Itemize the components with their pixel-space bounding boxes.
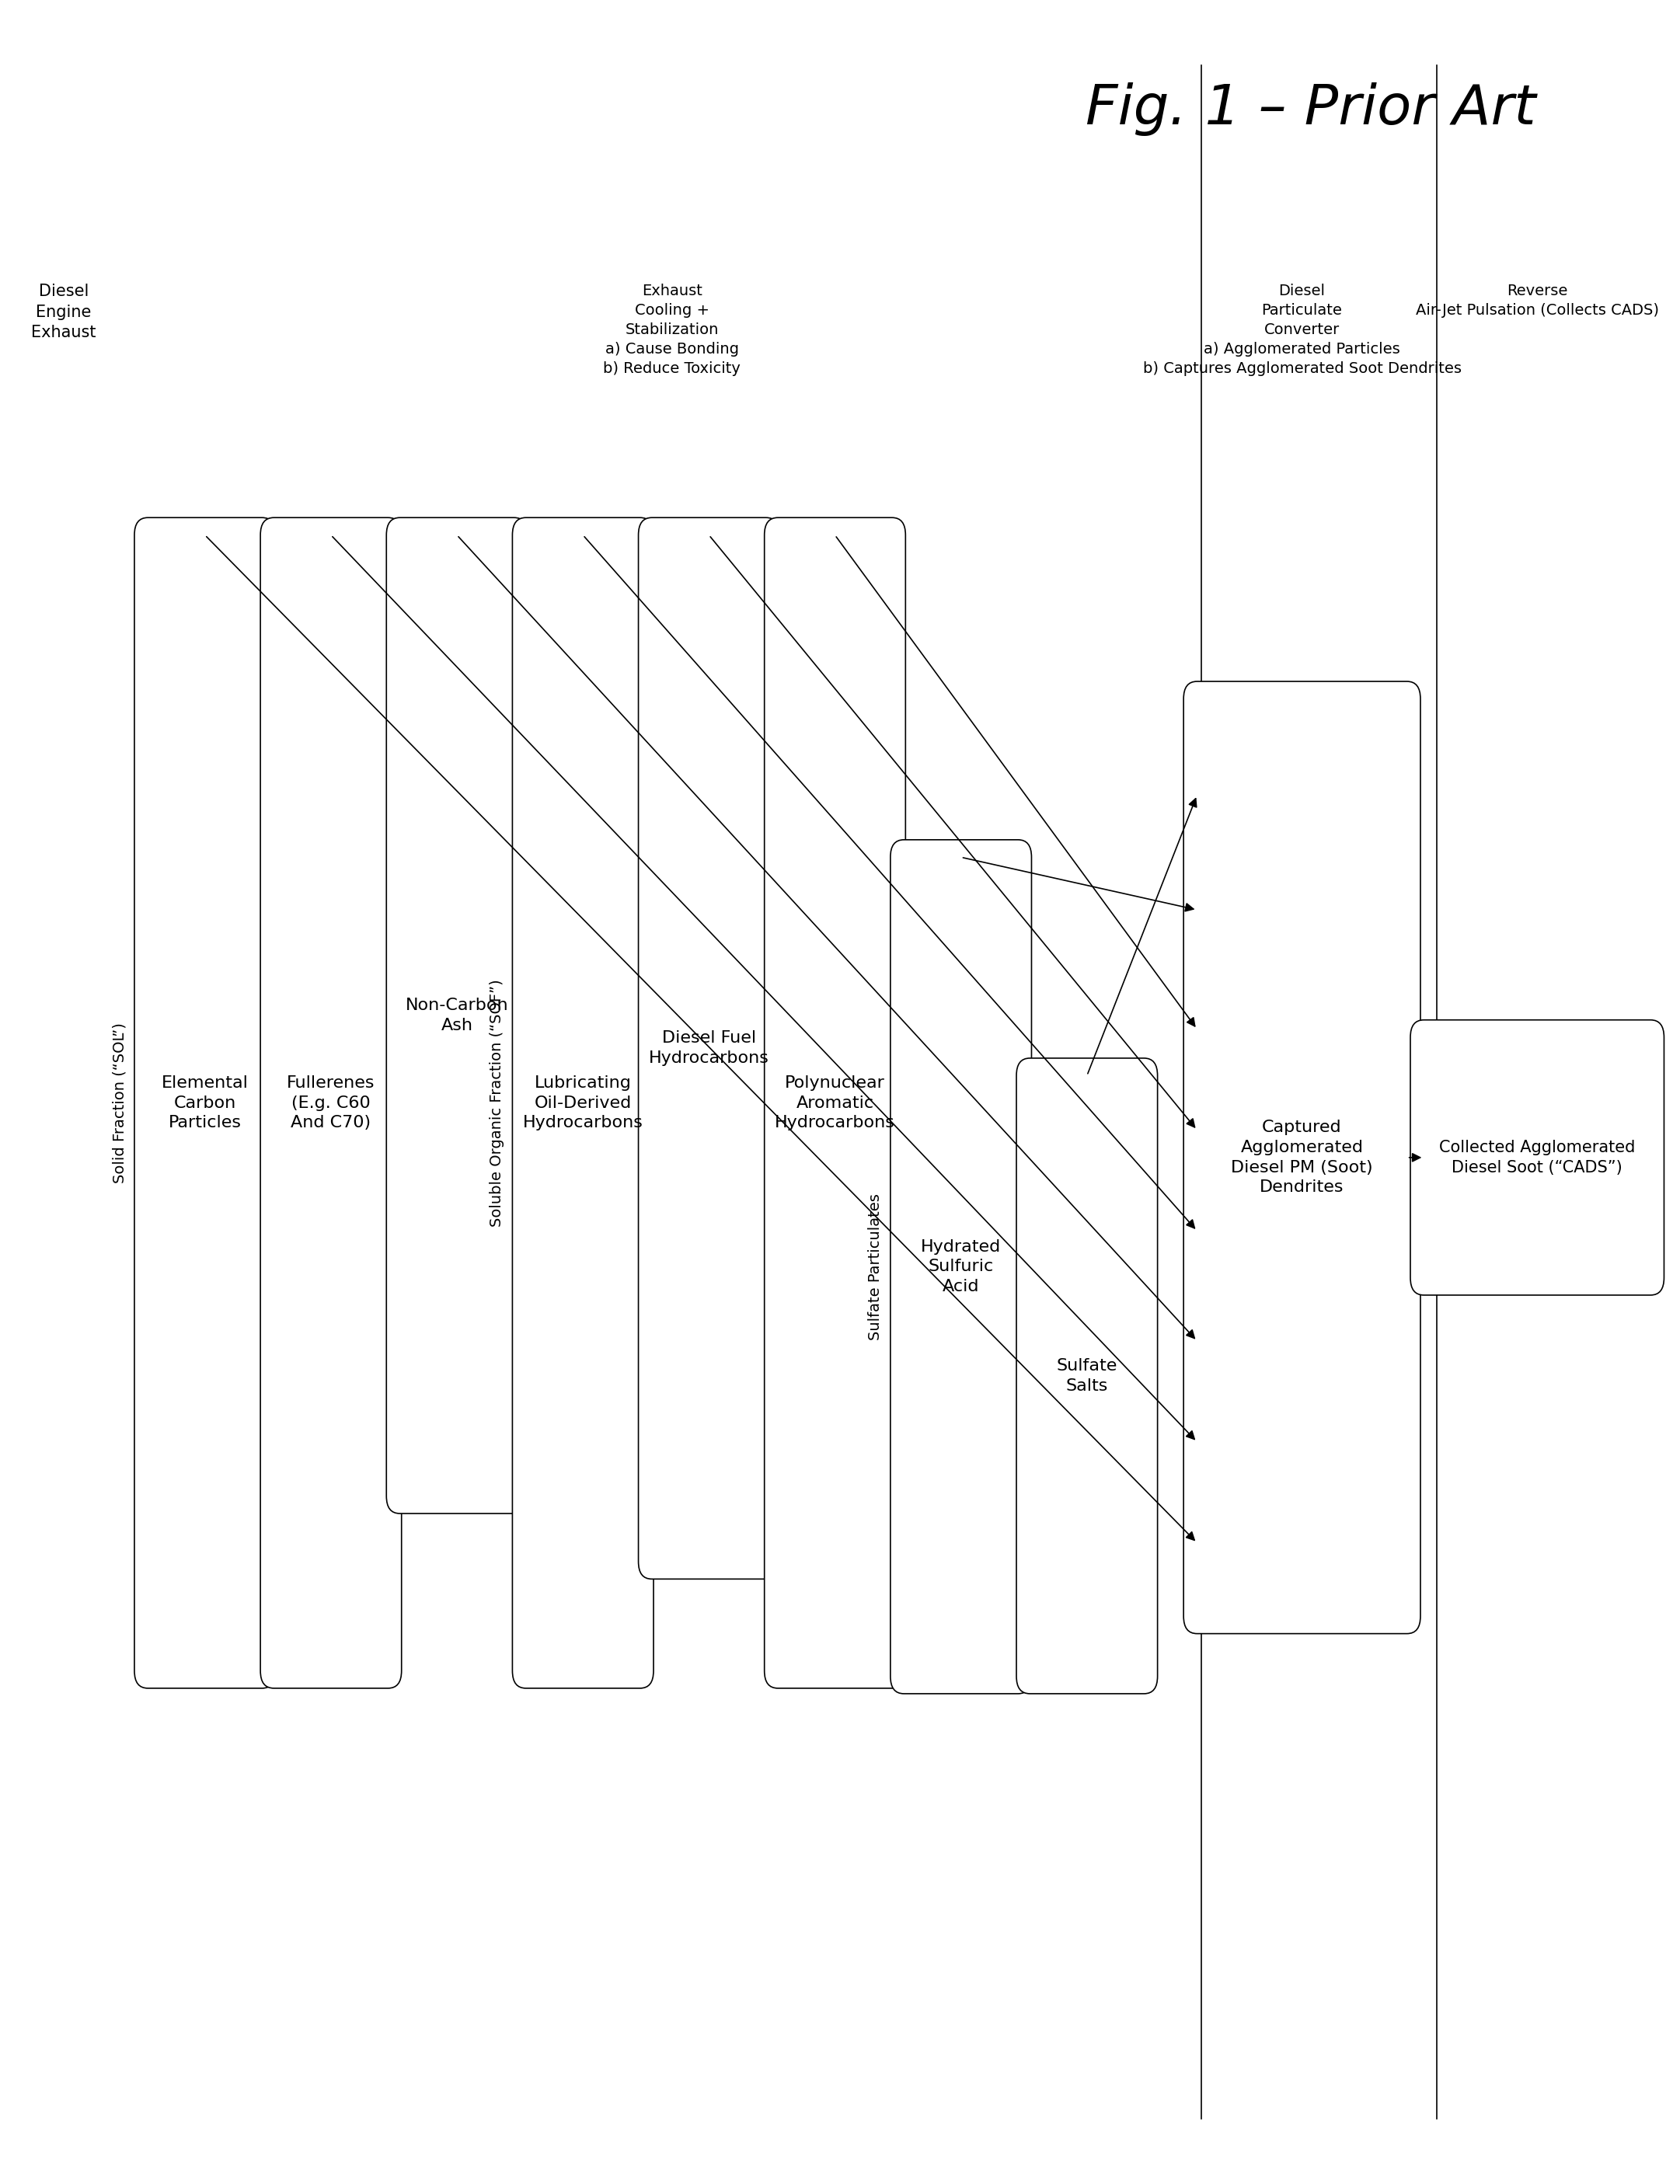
Text: Reverse
Air-Jet Pulsation (Collects CADS): Reverse Air-Jet Pulsation (Collects CADS… [1416, 284, 1658, 319]
FancyBboxPatch shape [512, 518, 654, 1688]
Text: Captured
Agglomerated
Diesel PM (Soot)
Dendrites: Captured Agglomerated Diesel PM (Soot) D… [1231, 1120, 1373, 1195]
Text: Collected Agglomerated
Diesel Soot (“CADS”): Collected Agglomerated Diesel Soot (“CAD… [1440, 1140, 1635, 1175]
FancyBboxPatch shape [764, 518, 906, 1688]
Text: Soluble Organic Fraction (“SOF”): Soluble Organic Fraction (“SOF”) [491, 978, 504, 1227]
Text: Sulfate
Salts: Sulfate Salts [1057, 1358, 1117, 1393]
Text: Polynuclear
Aromatic
Hydrocarbons: Polynuclear Aromatic Hydrocarbons [774, 1075, 895, 1131]
Text: Fullerenes
(E.g. C60
And C70): Fullerenes (E.g. C60 And C70) [287, 1075, 375, 1131]
Text: Fig. 1 – Prior Art: Fig. 1 – Prior Art [1085, 83, 1536, 135]
Text: Non-Carbon
Ash: Non-Carbon Ash [405, 998, 509, 1033]
FancyBboxPatch shape [1184, 681, 1421, 1634]
Text: Hydrated
Sulfuric
Acid: Hydrated Sulfuric Acid [921, 1238, 1001, 1295]
Text: Sulfate Particulates: Sulfate Particulates [869, 1192, 882, 1341]
Text: Diesel
Particulate
Converter
a) Agglomerated Particles
b) Captures Agglomerated : Diesel Particulate Converter a) Agglomer… [1142, 284, 1462, 376]
Text: Solid Fraction (“SOL”): Solid Fraction (“SOL”) [113, 1022, 126, 1184]
Text: Exhaust
Cooling +
Stabilization
a) Cause Bonding
b) Reduce Toxicity: Exhaust Cooling + Stabilization a) Cause… [603, 284, 741, 376]
Text: Lubricating
Oil-Derived
Hydrocarbons: Lubricating Oil-Derived Hydrocarbons [522, 1075, 643, 1131]
FancyBboxPatch shape [1016, 1057, 1158, 1695]
FancyBboxPatch shape [890, 841, 1032, 1695]
FancyBboxPatch shape [260, 518, 402, 1688]
FancyBboxPatch shape [1411, 1020, 1665, 1295]
FancyBboxPatch shape [386, 518, 528, 1514]
FancyBboxPatch shape [638, 518, 780, 1579]
FancyBboxPatch shape [134, 518, 276, 1688]
Text: Elemental
Carbon
Particles: Elemental Carbon Particles [161, 1075, 249, 1131]
Text: Diesel
Engine
Exhaust: Diesel Engine Exhaust [32, 284, 96, 341]
Text: Diesel Fuel
Hydrocarbons: Diesel Fuel Hydrocarbons [648, 1031, 769, 1066]
